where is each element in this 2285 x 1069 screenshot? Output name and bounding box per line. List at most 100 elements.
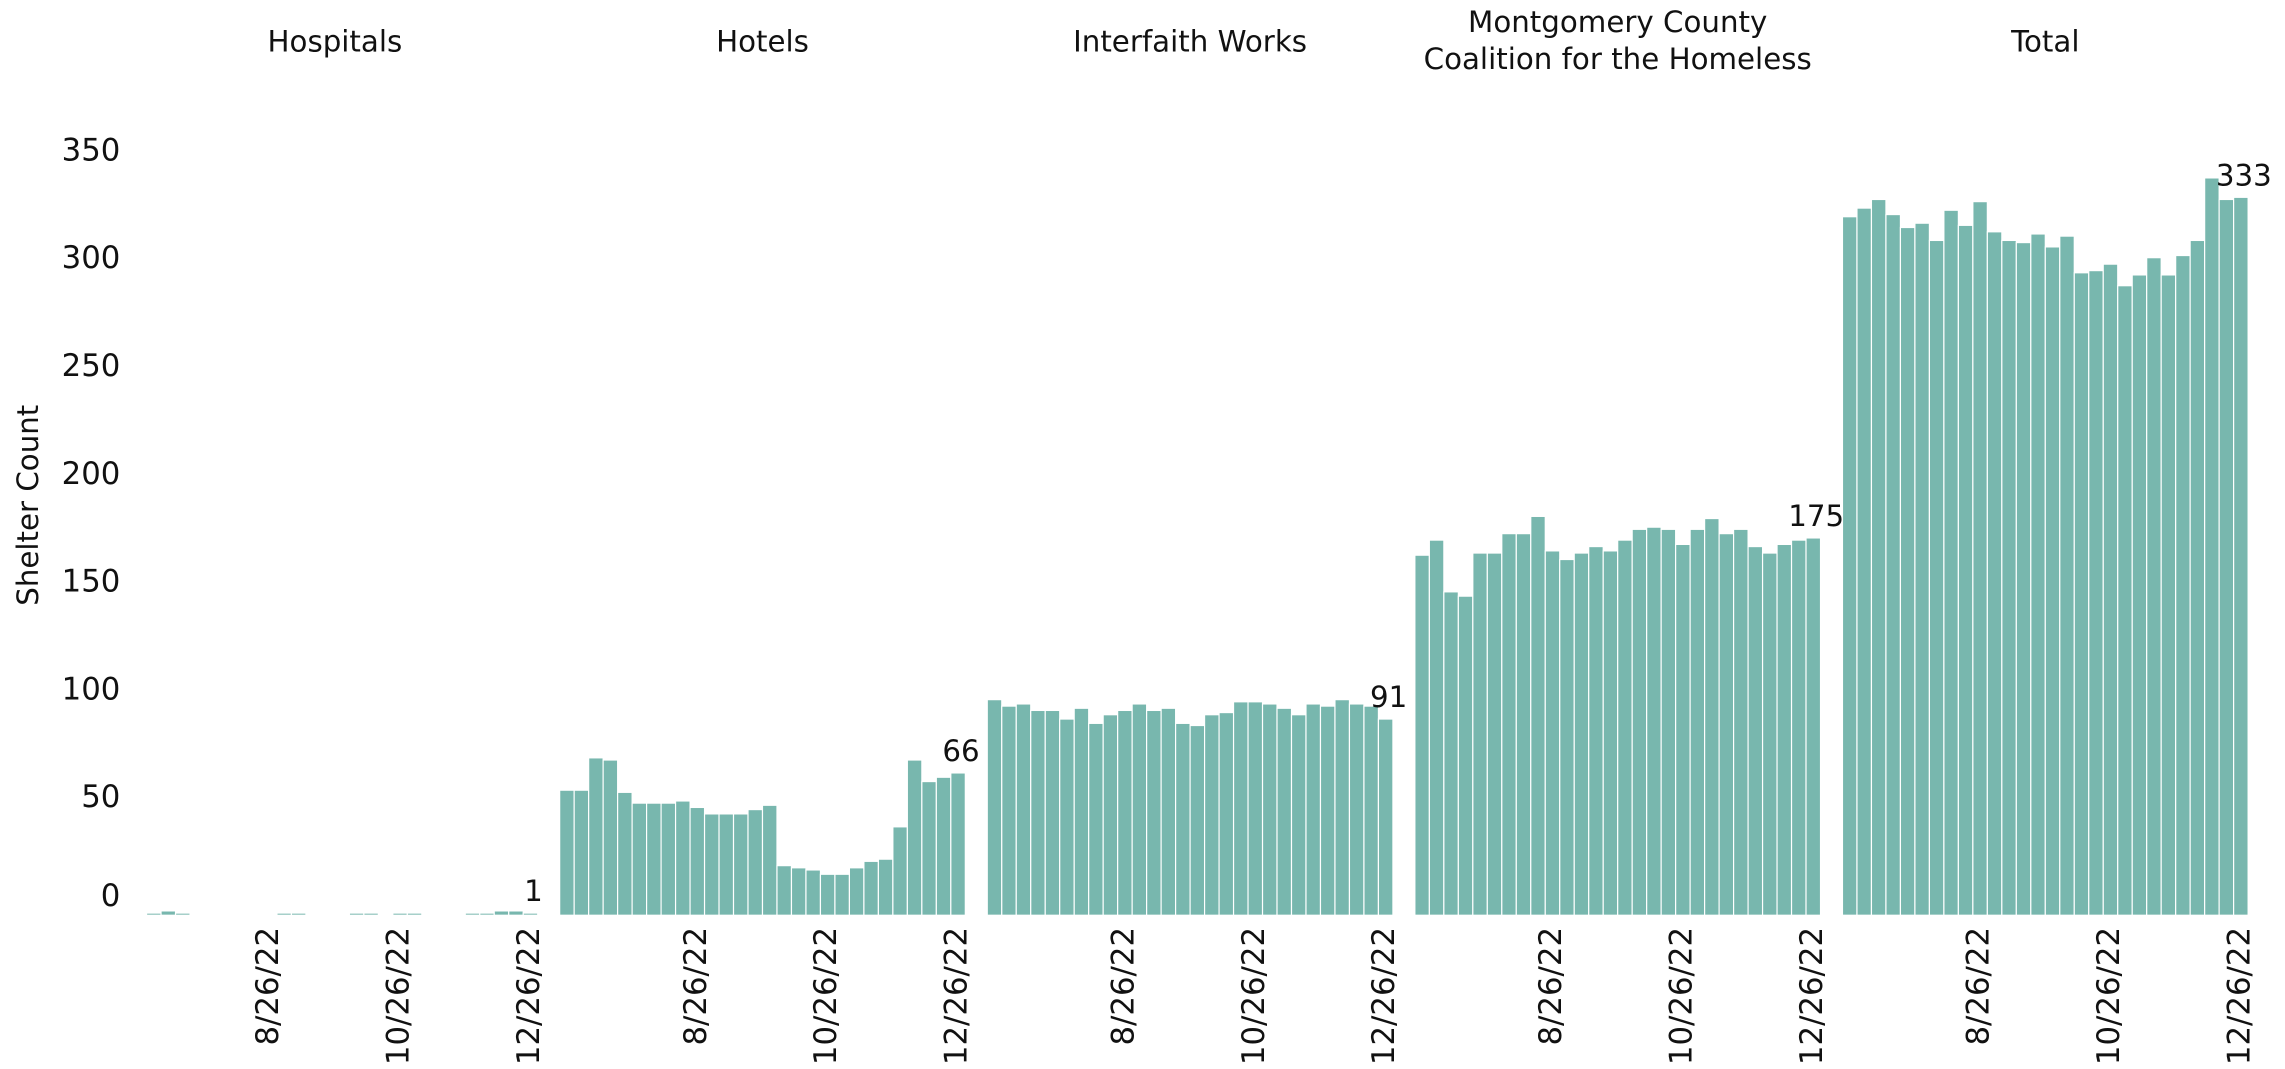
data-label: 1 [524,874,543,908]
bar [1363,705,1380,916]
bar [2204,177,2220,916]
bar [1486,552,1503,916]
bar [1334,699,1351,916]
panel-title: Montgomery County Coalition for the Home… [1423,4,1812,77]
bar [1914,222,1930,916]
bar [790,867,807,916]
bar [392,912,408,916]
bar [1088,722,1104,916]
x-tick-label: 8/26/22 [1961,927,1997,1046]
bar [986,699,1003,916]
x-tick-label: 12/26/22 [2221,927,2257,1065]
bar [1841,216,1858,916]
bar [1704,517,1720,916]
bar [1733,528,1749,916]
bar [935,776,952,916]
bar [1457,595,1474,916]
bar [363,912,379,916]
bar [1232,701,1249,916]
bar [2044,246,2061,916]
bar [617,791,633,916]
bar [2117,285,2133,916]
bar [2001,239,2017,916]
bar [819,873,836,916]
bar [1870,198,1887,916]
bar [1472,552,1488,916]
bar [1986,231,2003,916]
bar [1218,711,1235,916]
bar [1957,224,1974,916]
bar [1899,226,1916,916]
x-tick-label: 10/26/22 [1236,927,1272,1065]
bar [761,804,778,916]
bar [1631,528,1648,916]
panel-title-box: Hospitals [267,22,403,58]
panel-title: Interfaith Works [1073,22,1308,58]
x-tick-label: 10/26/22 [808,927,844,1065]
bar [1044,709,1061,916]
y-tick-label: 350 [62,132,121,168]
bar [834,873,850,916]
panel-title: Hotels [716,22,809,58]
bar [1747,545,1764,916]
bar [1689,528,1706,916]
bar [921,780,937,916]
bar [2102,263,2119,916]
y-tick-label: 50 [81,779,120,815]
bar [1790,539,1807,916]
bar [573,789,590,916]
bar [1972,201,1988,916]
bar [1805,537,1822,916]
bar [348,912,365,916]
bar [2088,270,2104,916]
bar [1073,707,1090,916]
bar [805,869,822,916]
panel-title-box: Total [2011,22,2080,58]
bar [1515,533,1532,916]
bar [1428,539,1445,916]
panel-title: Hospitals [267,22,403,58]
bar [1443,591,1459,916]
bar [703,813,720,916]
bar [559,789,575,916]
bar [1117,709,1133,916]
x-tick-label: 8/26/22 [1533,927,1569,1046]
bar [848,867,865,916]
bar [1348,703,1365,916]
x-tick-label: 8/26/22 [250,927,286,1046]
bar [1414,554,1430,916]
bar [174,912,191,916]
panel-title-box: Interfaith Works [1073,22,1308,58]
bar [1573,552,1590,916]
bar [1856,207,1873,916]
y-tick-label: 0 [101,878,121,914]
bar [1544,550,1561,916]
data-label: 333 [2216,158,2272,192]
bar [1718,533,1735,916]
bar [602,759,619,916]
bar [1247,701,1264,916]
bar [1030,709,1046,916]
panel-title-box: Montgomery County Coalition for the Home… [1423,4,1812,77]
bar [1675,543,1691,916]
bar [1146,709,1162,916]
bar [479,912,495,916]
bar [646,802,662,916]
bar [145,912,162,916]
x-tick-label: 12/26/22 [511,927,547,1065]
bar [1776,543,1793,916]
bar [1276,707,1293,916]
x-tick-label: 10/26/22 [2091,927,2127,1065]
bar [1001,705,1017,916]
y-axis-label: Shelter Count [11,405,45,606]
bar [2131,274,2148,916]
x-tick-label: 12/26/22 [1366,927,1402,1065]
bar [718,813,735,916]
x-tick-label: 10/26/22 [1663,927,1699,1065]
bar [493,910,510,916]
bar [1131,703,1148,916]
bar [2218,198,2235,916]
panel-title: Total [2011,22,2080,58]
